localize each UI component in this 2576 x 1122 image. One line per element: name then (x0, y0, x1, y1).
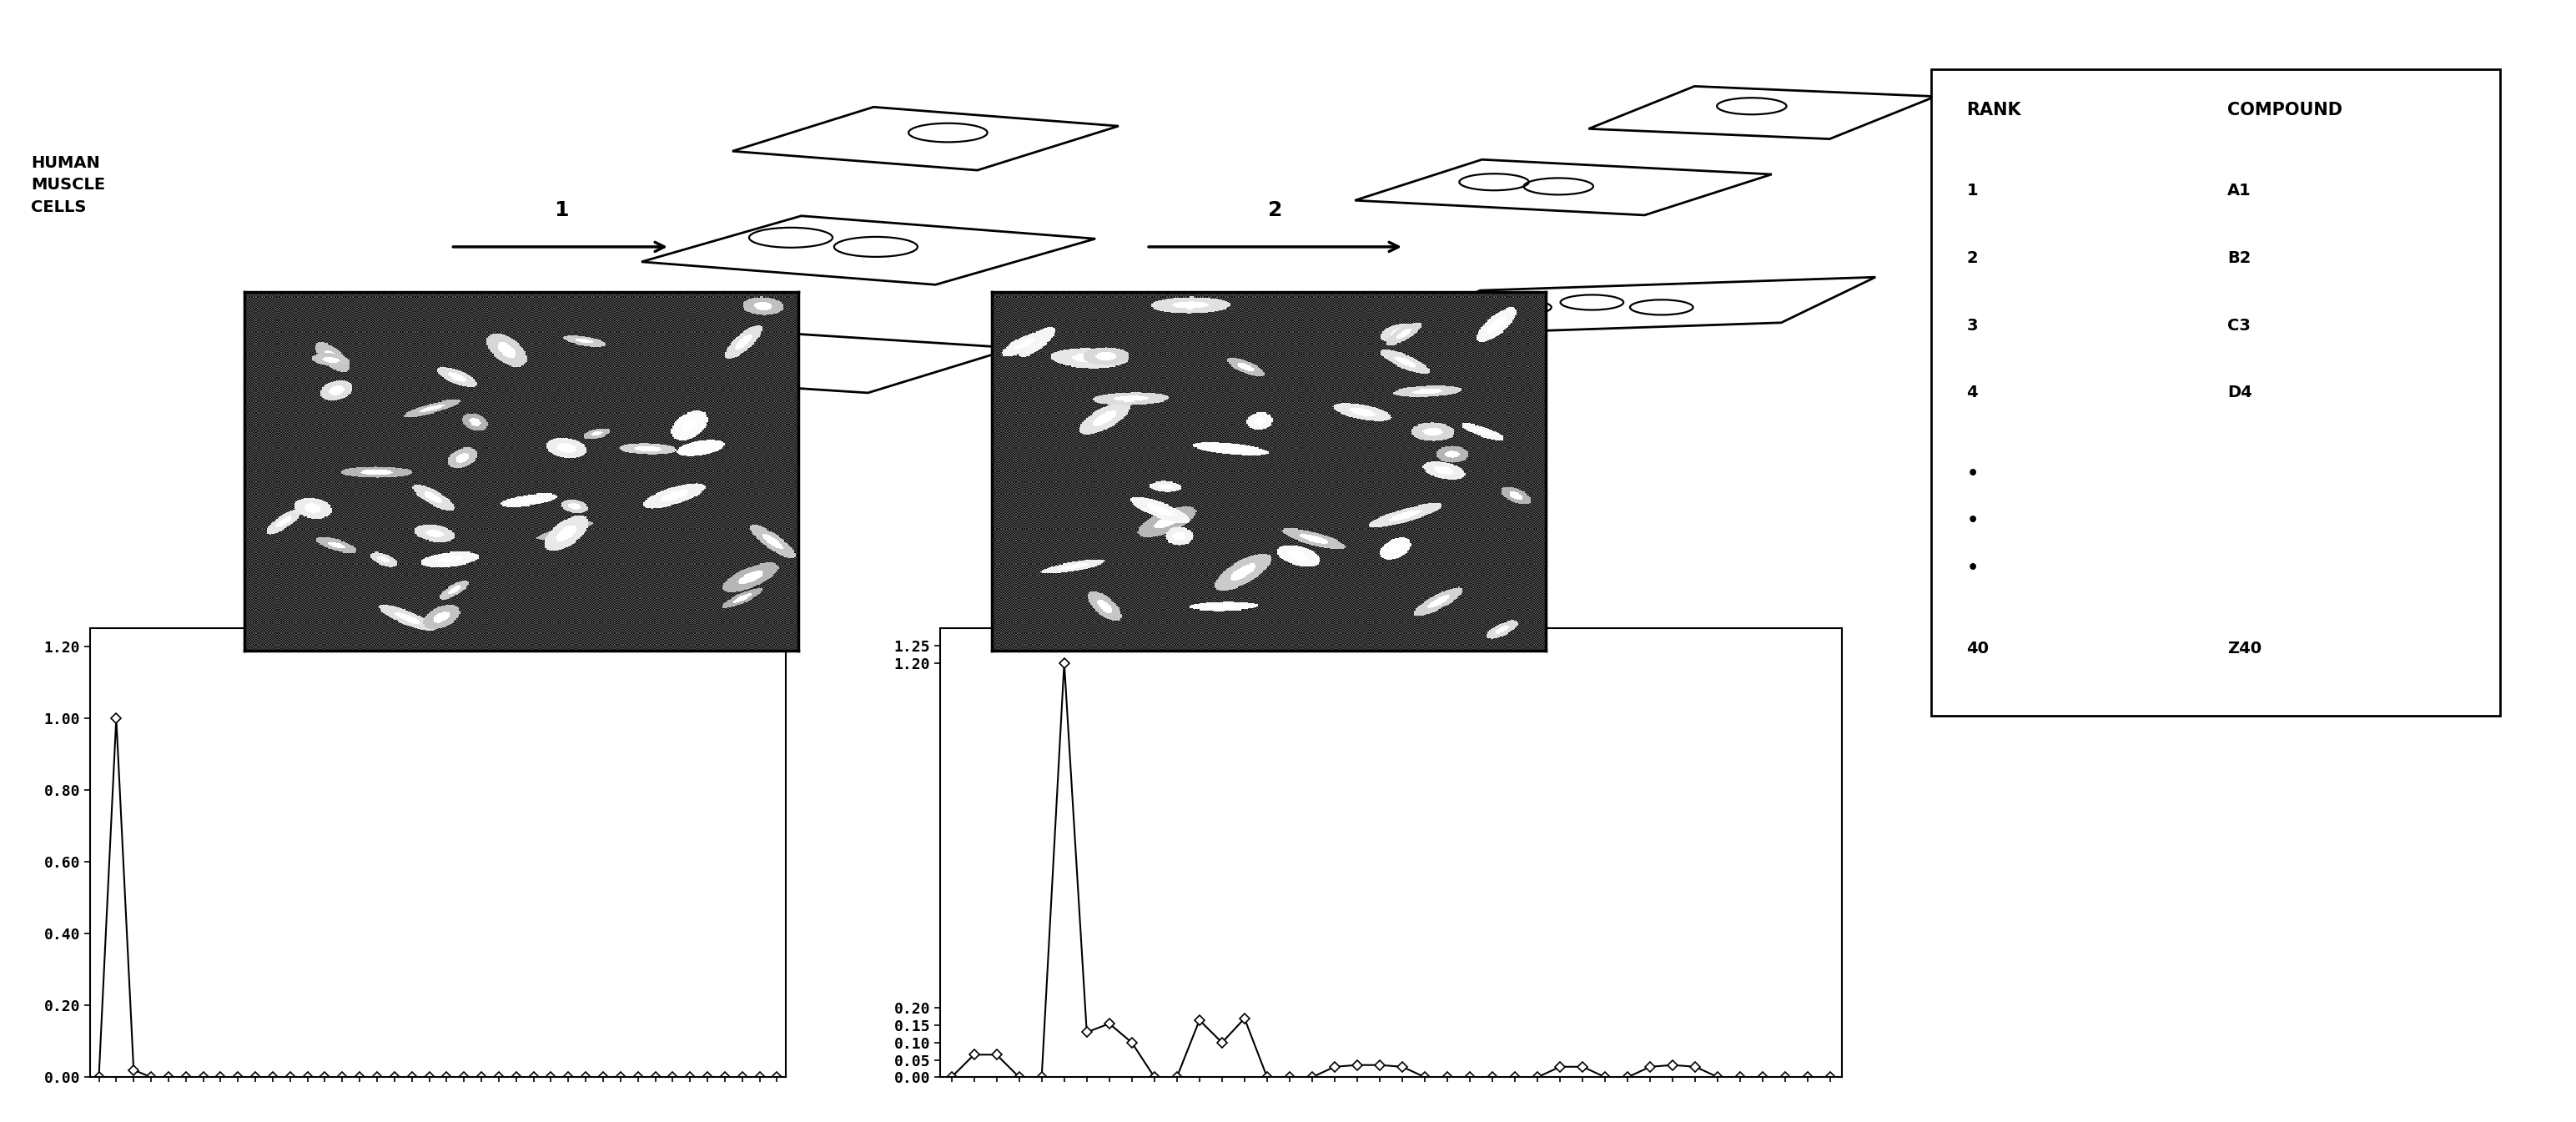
Text: 3: 3 (1965, 318, 1978, 333)
Text: 1: 1 (1965, 183, 1978, 199)
Text: B2: B2 (2228, 250, 2251, 266)
Text: GENERATE
ANABOLIC
PROFILE: GENERATE ANABOLIC PROFILE (2221, 105, 2316, 166)
Text: Z40: Z40 (2228, 641, 2262, 656)
Text: 40: 40 (1965, 641, 1989, 656)
Text: •: • (1965, 513, 1978, 528)
Text: •: • (1965, 560, 1978, 576)
Text: D4: D4 (2228, 385, 2251, 401)
Text: •: • (1965, 466, 1978, 481)
Text: RANK: RANK (1965, 102, 2022, 118)
Text: 2: 2 (1267, 200, 1283, 220)
FancyBboxPatch shape (1932, 70, 2499, 716)
Text: A1: A1 (2228, 183, 2251, 199)
Text: HUMAN
MUSCLE
CELLS: HUMAN MUSCLE CELLS (31, 155, 106, 215)
Text: COMPOUND: COMPOUND (2228, 102, 2342, 118)
Text: 2: 2 (1965, 250, 1978, 266)
Text: 1: 1 (554, 200, 569, 220)
Text: C3: C3 (2228, 318, 2251, 333)
Text: 4: 4 (1965, 385, 1978, 401)
